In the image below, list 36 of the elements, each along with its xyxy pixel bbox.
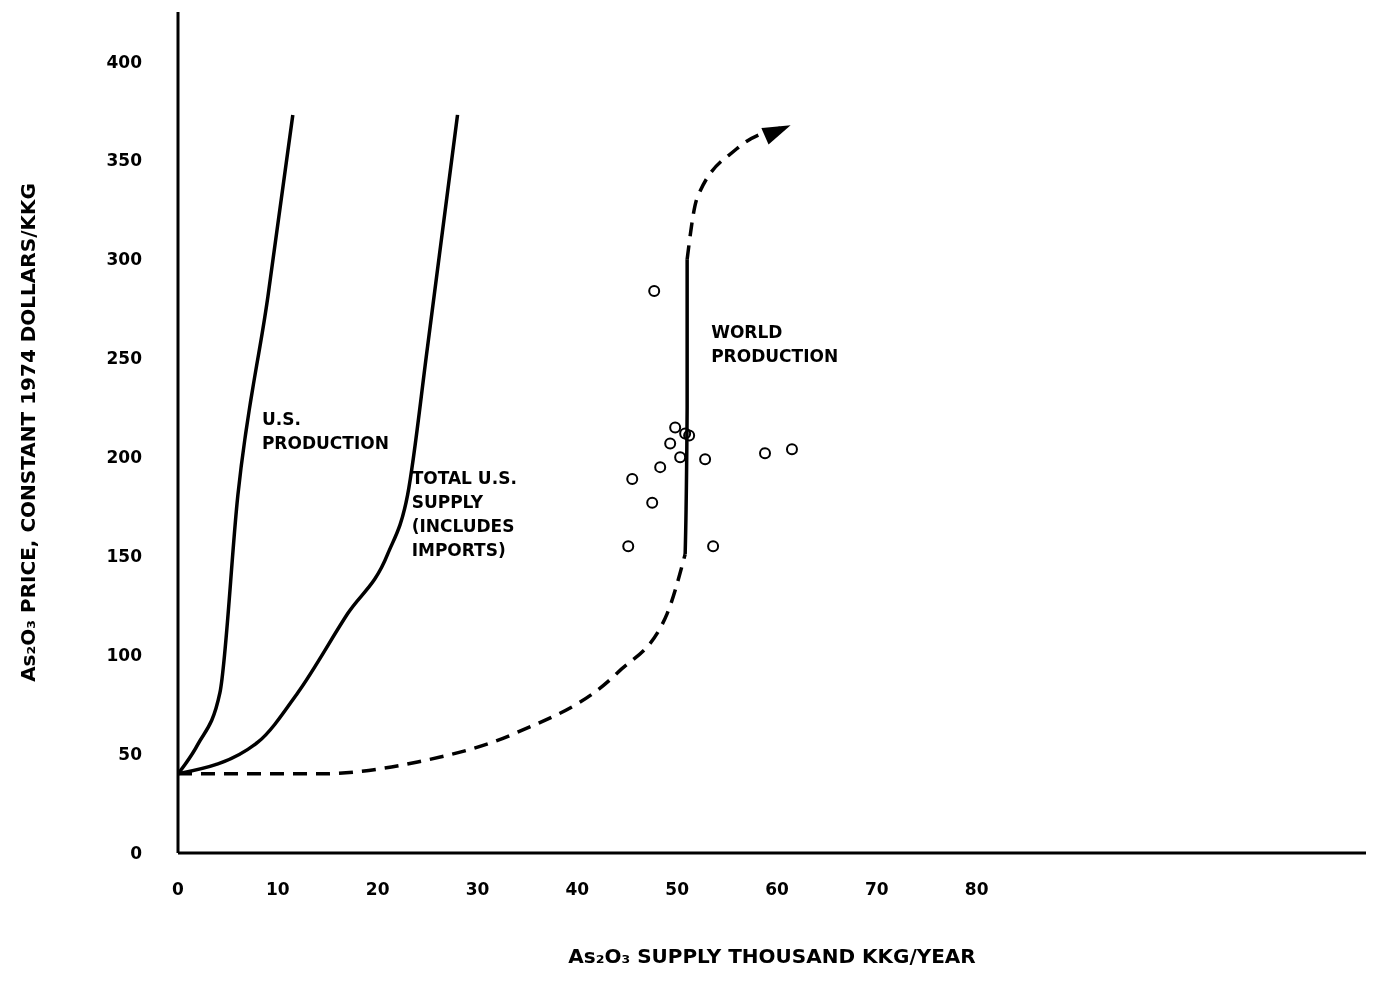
point xyxy=(785,443,798,456)
y-tick-label: 0 xyxy=(130,843,143,864)
x-tick-label: 70 xyxy=(864,879,889,900)
y-tick-label: 400 xyxy=(106,51,143,72)
x-tick-label: 80 xyxy=(964,879,989,900)
point xyxy=(707,540,720,553)
y-tick-label: 50 xyxy=(118,744,143,765)
point xyxy=(622,540,635,553)
point xyxy=(759,447,772,460)
x-tick-label: 0 xyxy=(172,879,185,900)
series-label: TOTAL U.S. SUPPLY (INCLUDES IMPORTS) xyxy=(411,468,517,561)
series-label: U.S. PRODUCTION xyxy=(261,408,389,453)
point xyxy=(669,421,682,434)
y-tick-label: 150 xyxy=(106,546,143,567)
x-tick-label: 30 xyxy=(465,879,490,900)
y-tick-label: 300 xyxy=(106,249,143,270)
x-tick-label: 40 xyxy=(565,879,590,900)
x-tick-label: 60 xyxy=(765,879,789,900)
y-axis-title: As₂O₃ PRICE, CONSTANT 1974 DOLLARS/KKG xyxy=(16,183,41,682)
x-tick-label: 20 xyxy=(365,879,390,900)
point xyxy=(626,473,639,485)
y-tick-label: 250 xyxy=(106,348,143,369)
point xyxy=(646,496,659,509)
point xyxy=(679,427,692,440)
point xyxy=(664,437,677,450)
point xyxy=(654,461,667,474)
x-tick-label: 50 xyxy=(665,879,690,900)
y-tick-label: 200 xyxy=(106,447,143,468)
y-tick-label: 350 xyxy=(106,150,143,171)
x-axis-title: As₂O₃ SUPPLY THOUSAND KKG/YEAR xyxy=(568,944,976,968)
point xyxy=(648,285,661,298)
point xyxy=(683,429,696,442)
series-label: WORLD PRODUCTION xyxy=(711,321,839,366)
x-tick-label: 10 xyxy=(266,879,290,900)
y-tick-label: 100 xyxy=(106,645,143,666)
point xyxy=(699,453,712,466)
